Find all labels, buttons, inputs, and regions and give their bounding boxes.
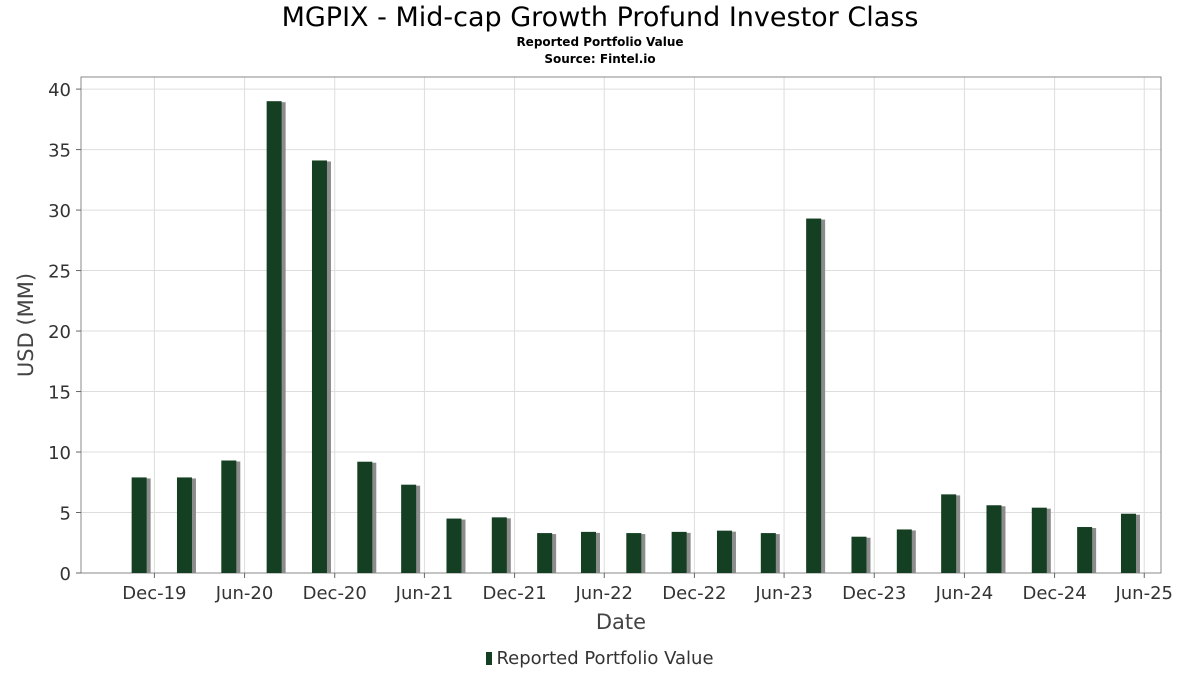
y-tick-label: 25 [48, 262, 71, 283]
x-tick-label: Dec-19 [122, 583, 186, 604]
bar [716, 530, 732, 573]
bar [941, 494, 957, 573]
legend-swatch [486, 652, 493, 665]
y-tick-label: 15 [48, 383, 71, 404]
bar [311, 160, 327, 573]
chart-source: Source: Fintel.io [544, 52, 656, 66]
bar [176, 477, 192, 573]
x-tick-label: Jun-23 [754, 583, 813, 604]
x-tick-label: Dec-23 [842, 583, 906, 604]
bar [537, 533, 553, 573]
bar [357, 461, 373, 573]
grid [81, 77, 1161, 574]
x-tick-label: Dec-24 [1022, 583, 1086, 604]
bar [401, 484, 417, 573]
x-tick-label: Jun-22 [574, 583, 633, 604]
x-tick-label: Dec-21 [482, 583, 546, 604]
x-tick-label: Jun-21 [395, 583, 454, 604]
bar [1120, 513, 1136, 573]
x-tick-label: Jun-20 [215, 583, 274, 604]
plot-frame [80, 76, 1162, 574]
bar [671, 531, 687, 573]
y-tick-label: 35 [48, 141, 71, 162]
bar [446, 518, 462, 573]
x-tick-label: Dec-20 [303, 583, 367, 604]
bar [626, 533, 642, 573]
chart-title: MGPIX - Mid-cap Growth Profund Investor … [281, 2, 919, 33]
y-tick-label: 0 [60, 564, 71, 585]
bar [760, 533, 776, 573]
bar [131, 477, 147, 573]
bar [851, 536, 867, 573]
bar [986, 505, 1002, 573]
x-tick-label: Jun-25 [1114, 583, 1173, 604]
bar [491, 517, 507, 573]
y-tick-label: 10 [48, 443, 71, 464]
bar [221, 460, 237, 573]
bar [580, 531, 596, 573]
legend-label: Reported Portfolio Value [496, 648, 714, 669]
bars [131, 101, 1140, 574]
y-tick-label: 5 [60, 504, 71, 525]
bar [1031, 507, 1047, 573]
bar [266, 101, 282, 573]
y-tick-label: 30 [48, 201, 71, 222]
axes: 0 5 10 15 20 25 30 35 40 Dec-19 Jun-20 Dec-20 Jun-21… [48, 80, 1173, 604]
y-tick-label: 40 [48, 80, 71, 101]
chart-subtitle: Reported Portfolio Value [516, 35, 684, 49]
bar [1077, 527, 1093, 573]
x-tick-label: Dec-22 [662, 583, 726, 604]
bar [896, 529, 912, 573]
y-tick-label: 20 [48, 322, 71, 343]
legend: Reported Portfolio Value [0, 648, 1200, 669]
x-axis-label: Date [596, 610, 646, 634]
y-axis-label: USD (MM) [14, 273, 38, 377]
x-tick-label: Jun-24 [935, 583, 994, 604]
bar [806, 218, 822, 574]
